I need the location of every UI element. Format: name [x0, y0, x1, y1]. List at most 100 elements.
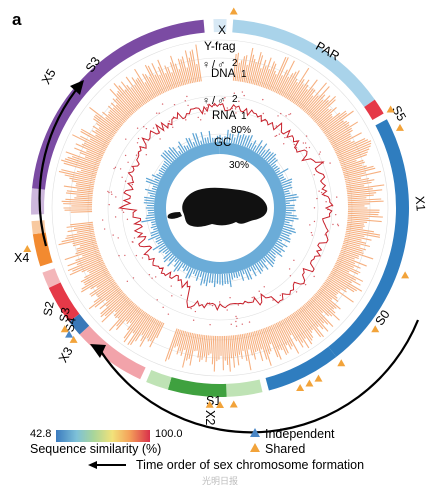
ring-segment-s1: [167, 377, 227, 397]
rna-dot: [318, 153, 321, 155]
rna-dot: [101, 219, 104, 221]
rna-dot: [313, 174, 315, 176]
rna-dot: [235, 325, 238, 327]
rna-dot: [145, 154, 148, 156]
rna-dot: [192, 319, 195, 321]
rna-dot: [211, 304, 214, 307]
label-x4: X4: [14, 251, 29, 265]
rna-dot: [302, 142, 305, 144]
formation-arrow-bottom-head: [90, 344, 106, 358]
rna-dot: [151, 277, 153, 279]
rna-dot: [318, 190, 320, 192]
dna-coverage-track: [58, 44, 385, 372]
rna-dot: [124, 154, 127, 157]
shared-triangle: [69, 335, 78, 343]
ring-segment-s0: [265, 346, 337, 391]
rna-dot: [226, 309, 228, 311]
shared-triangle: [386, 105, 395, 113]
male-symbol-rna: ♂: [217, 95, 225, 107]
rna-line: [117, 102, 334, 311]
rna-dot: [325, 201, 327, 203]
rna-dot: [115, 196, 117, 198]
rna-dot: [131, 165, 133, 168]
rna-dot: [241, 323, 244, 325]
rna-dot: [237, 304, 240, 306]
rna-dot: [238, 100, 240, 103]
rna-dot: [184, 100, 186, 102]
slash-rna: /: [212, 95, 216, 107]
rna-dot: [275, 125, 278, 127]
rna-dot: [293, 143, 296, 146]
independent-triangle: [65, 330, 74, 338]
guide-circle: [107, 95, 333, 321]
shared-triangle: [216, 401, 224, 408]
rna-dot: [122, 211, 125, 214]
legend-independent-label: Independent: [265, 427, 335, 441]
shared-triangle: [305, 379, 314, 387]
rna-dot: [288, 268, 291, 270]
rna-dot: [114, 166, 117, 169]
rna-dot: [137, 137, 140, 140]
rna-dot: [293, 259, 295, 262]
rna-dot: [185, 119, 187, 121]
rna-dot: [248, 321, 251, 323]
rna-dot: [206, 303, 208, 305]
arrow-legend-text: Time order of sex chromosome formation: [136, 458, 365, 472]
rna-dot: [230, 323, 232, 326]
rna-dot: [118, 254, 120, 257]
rna-dot: [107, 190, 109, 193]
rna-dot: [316, 197, 318, 200]
ring-segment-s3-lower: [42, 268, 61, 288]
rna-dot: [310, 231, 313, 234]
rna-dot: [173, 103, 176, 106]
slash-dna: /: [212, 59, 216, 71]
rna-dot: [275, 134, 278, 137]
rna-dot: [172, 126, 174, 128]
colorbar-max-label: 100.0: [155, 428, 183, 440]
ring-segment-x2-light-b: [146, 370, 172, 390]
rna-dot: [235, 320, 237, 323]
rna-dot: [272, 299, 274, 301]
formation-arrow-bottom: [99, 319, 420, 434]
rna-dot: [131, 183, 134, 186]
ring-segment-par: [232, 19, 375, 108]
rna-dot: [322, 162, 324, 164]
shared-triangle-icon: [250, 443, 260, 452]
rna-dot: [336, 196, 338, 198]
colorbar-title: Sequence similarity (%): [30, 442, 162, 456]
rna-dot: [262, 112, 265, 115]
rna-dot: [277, 115, 279, 117]
rna-dot: [187, 104, 189, 107]
shared-triangle: [60, 325, 69, 333]
rna-dot: [329, 162, 331, 164]
rna-dot: [288, 113, 290, 116]
rna-dot: [135, 154, 138, 156]
label-x5: X5: [39, 66, 59, 86]
rna-dot: [226, 107, 229, 109]
rna-percent: 80%: [231, 125, 251, 136]
rna-dot: [209, 324, 211, 326]
rna-dot: [224, 97, 226, 99]
shared-triangle: [314, 374, 323, 382]
ring-segment-x5-light: [31, 188, 45, 215]
guide-circle: [51, 39, 389, 377]
ring-segment-s4: [69, 313, 90, 335]
label-x1: X1: [413, 195, 428, 211]
rna-dot: [284, 136, 286, 139]
rna-dot: [166, 127, 169, 129]
rna-dot: [289, 113, 292, 115]
rna-dot: [337, 224, 340, 227]
rna-dot: [295, 140, 298, 143]
rna-dot: [132, 277, 135, 279]
rna-dot: [110, 191, 113, 193]
shared-triangle: [23, 244, 32, 252]
rna-dot: [152, 127, 155, 129]
rna-dot: [155, 112, 158, 114]
rna-dot: [159, 138, 161, 140]
rna-dot: [148, 273, 151, 276]
rna-dot: [208, 302, 211, 304]
ring-segment-x1: [328, 119, 409, 357]
rna-dot: [108, 191, 110, 194]
